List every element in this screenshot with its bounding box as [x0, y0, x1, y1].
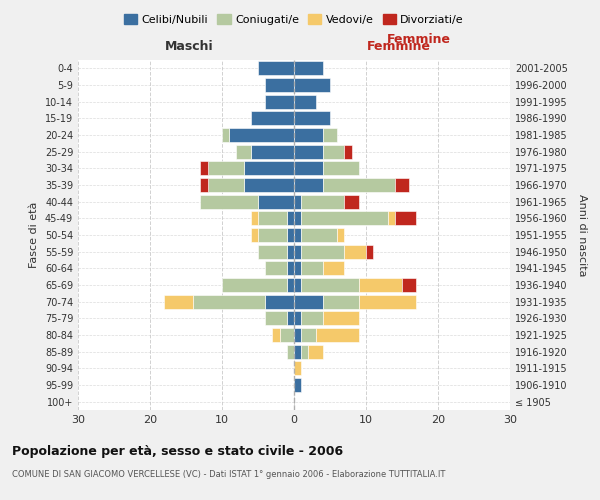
- Bar: [287, 278, 294, 292]
- Bar: [323, 311, 359, 326]
- Bar: [287, 228, 294, 242]
- Text: COMUNE DI SAN GIACOMO VERCELLESE (VC) - Dati ISTAT 1° gennaio 2006 - Elaborazion: COMUNE DI SAN GIACOMO VERCELLESE (VC) - …: [12, 470, 445, 479]
- Bar: [265, 294, 294, 308]
- Bar: [294, 328, 301, 342]
- Bar: [294, 211, 301, 226]
- Bar: [193, 294, 265, 308]
- Bar: [301, 194, 344, 209]
- Bar: [287, 244, 294, 259]
- Bar: [323, 162, 359, 175]
- Bar: [265, 94, 294, 109]
- Bar: [294, 228, 301, 242]
- Bar: [258, 211, 287, 226]
- Bar: [251, 144, 294, 159]
- Bar: [308, 344, 323, 359]
- Bar: [265, 311, 287, 326]
- Bar: [258, 228, 287, 242]
- Bar: [337, 228, 344, 242]
- Bar: [200, 194, 258, 209]
- Bar: [208, 178, 244, 192]
- Bar: [301, 228, 337, 242]
- Bar: [222, 128, 229, 142]
- Bar: [316, 328, 359, 342]
- Bar: [287, 211, 294, 226]
- Bar: [258, 62, 294, 76]
- Bar: [294, 162, 323, 175]
- Bar: [395, 178, 409, 192]
- Bar: [258, 194, 294, 209]
- Bar: [301, 311, 323, 326]
- Bar: [323, 178, 395, 192]
- Bar: [294, 344, 301, 359]
- Bar: [294, 261, 301, 276]
- Legend: Celibi/Nubili, Coniugati/e, Vedovi/e, Divorziati/e: Celibi/Nubili, Coniugati/e, Vedovi/e, Di…: [119, 10, 469, 29]
- Bar: [294, 178, 323, 192]
- Text: Femmine: Femmine: [367, 40, 431, 52]
- Bar: [294, 128, 323, 142]
- Bar: [323, 261, 344, 276]
- Bar: [388, 211, 395, 226]
- Bar: [359, 278, 402, 292]
- Bar: [294, 311, 301, 326]
- Bar: [294, 378, 301, 392]
- Bar: [294, 78, 330, 92]
- Bar: [294, 278, 301, 292]
- Y-axis label: Anni di nascita: Anni di nascita: [577, 194, 587, 276]
- Bar: [258, 244, 287, 259]
- Bar: [244, 178, 294, 192]
- Bar: [287, 344, 294, 359]
- Bar: [272, 328, 280, 342]
- Bar: [229, 128, 294, 142]
- Bar: [344, 194, 359, 209]
- Bar: [344, 244, 366, 259]
- Bar: [200, 162, 208, 175]
- Bar: [208, 162, 244, 175]
- Y-axis label: Fasce di età: Fasce di età: [29, 202, 39, 268]
- Bar: [265, 78, 294, 92]
- Bar: [301, 344, 308, 359]
- Bar: [301, 244, 344, 259]
- Bar: [280, 328, 294, 342]
- Bar: [323, 144, 344, 159]
- Text: Femmine: Femmine: [387, 33, 451, 46]
- Bar: [244, 162, 294, 175]
- Bar: [251, 211, 258, 226]
- Bar: [344, 144, 352, 159]
- Bar: [323, 128, 337, 142]
- Bar: [395, 211, 416, 226]
- Bar: [294, 194, 301, 209]
- Bar: [200, 178, 208, 192]
- Bar: [251, 112, 294, 126]
- Bar: [294, 361, 301, 376]
- Bar: [301, 278, 359, 292]
- Bar: [265, 261, 287, 276]
- Bar: [301, 328, 316, 342]
- Bar: [164, 294, 193, 308]
- Bar: [301, 261, 323, 276]
- Text: Maschi: Maschi: [164, 40, 214, 52]
- Bar: [294, 144, 323, 159]
- Bar: [294, 294, 323, 308]
- Text: Popolazione per età, sesso e stato civile - 2006: Popolazione per età, sesso e stato civil…: [12, 445, 343, 458]
- Bar: [301, 211, 388, 226]
- Bar: [366, 244, 373, 259]
- Bar: [359, 294, 416, 308]
- Bar: [251, 228, 258, 242]
- Bar: [294, 112, 330, 126]
- Bar: [287, 261, 294, 276]
- Bar: [294, 244, 301, 259]
- Bar: [323, 294, 359, 308]
- Bar: [402, 278, 416, 292]
- Bar: [287, 311, 294, 326]
- Bar: [222, 278, 287, 292]
- Bar: [236, 144, 251, 159]
- Bar: [294, 94, 316, 109]
- Bar: [294, 62, 323, 76]
